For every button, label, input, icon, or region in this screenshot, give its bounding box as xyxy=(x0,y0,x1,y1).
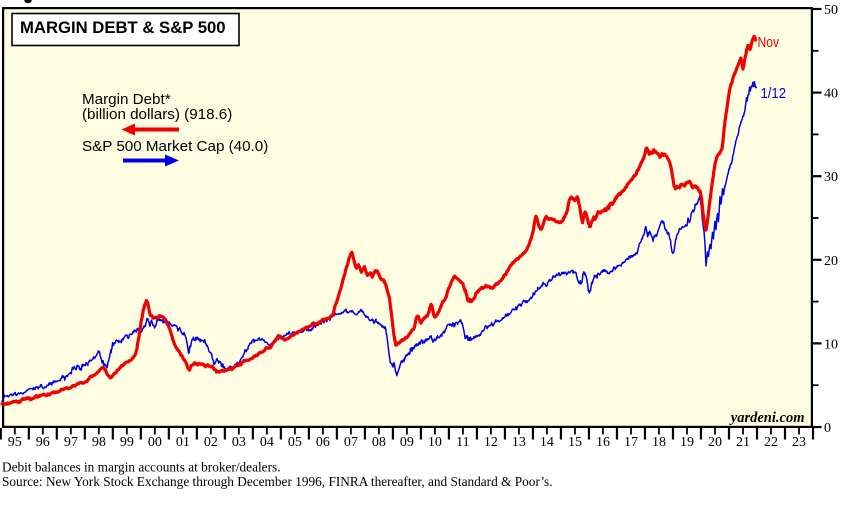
svg-text:20: 20 xyxy=(708,435,722,450)
svg-text:10: 10 xyxy=(824,337,838,352)
svg-text:03: 03 xyxy=(232,435,246,450)
svg-text:Debit balances in margin accou: Debit balances in margin accounts at bro… xyxy=(2,460,281,475)
svg-text:13: 13 xyxy=(512,435,526,450)
svg-text:09: 09 xyxy=(400,435,414,450)
svg-text:(billion dollars) (918.6): (billion dollars) (918.6) xyxy=(82,106,232,123)
svg-text:19: 19 xyxy=(680,435,694,450)
svg-text:Nov: Nov xyxy=(758,34,780,51)
svg-text:yardeni.com: yardeni.com xyxy=(729,410,805,426)
svg-text:11: 11 xyxy=(456,435,469,450)
svg-text:22: 22 xyxy=(764,435,778,450)
svg-text:00: 00 xyxy=(148,435,162,450)
svg-text:S&P 500 Market Cap (40.0): S&P 500 Market Cap (40.0) xyxy=(82,138,268,155)
svg-text:14: 14 xyxy=(540,435,554,450)
svg-text:20: 20 xyxy=(824,254,838,269)
svg-text:99: 99 xyxy=(120,435,134,450)
svg-text:16: 16 xyxy=(596,435,610,450)
svg-text:06: 06 xyxy=(316,435,330,450)
svg-text:40: 40 xyxy=(824,87,838,102)
svg-text:04: 04 xyxy=(260,435,274,450)
svg-text:08: 08 xyxy=(372,435,386,450)
svg-text:02: 02 xyxy=(204,435,218,450)
svg-text:1/12: 1/12 xyxy=(761,85,787,102)
svg-text:30: 30 xyxy=(824,170,838,185)
svg-text:98: 98 xyxy=(92,435,106,450)
svg-text:Margin Debt*: Margin Debt* xyxy=(82,91,171,108)
svg-text:15: 15 xyxy=(568,435,582,450)
svg-text:MARGIN DEBT & S&P 500: MARGIN DEBT & S&P 500 xyxy=(20,18,226,37)
svg-text:23: 23 xyxy=(792,435,806,450)
svg-text:01: 01 xyxy=(176,435,190,450)
svg-text:95: 95 xyxy=(8,435,22,450)
svg-text:0: 0 xyxy=(824,421,831,436)
svg-text:12: 12 xyxy=(484,435,498,450)
svg-text:05: 05 xyxy=(288,435,302,450)
svg-text:10: 10 xyxy=(428,435,442,450)
svg-text:18: 18 xyxy=(652,435,666,450)
svg-text:Source: New York Stock Exchang: Source: New York Stock Exchange through … xyxy=(2,474,553,489)
svg-text:50: 50 xyxy=(824,3,838,18)
svg-text:96: 96 xyxy=(36,435,50,450)
svg-text:07: 07 xyxy=(344,435,358,450)
svg-text:17: 17 xyxy=(624,435,638,450)
svg-text:97: 97 xyxy=(64,435,78,450)
svg-text:21: 21 xyxy=(736,435,750,450)
